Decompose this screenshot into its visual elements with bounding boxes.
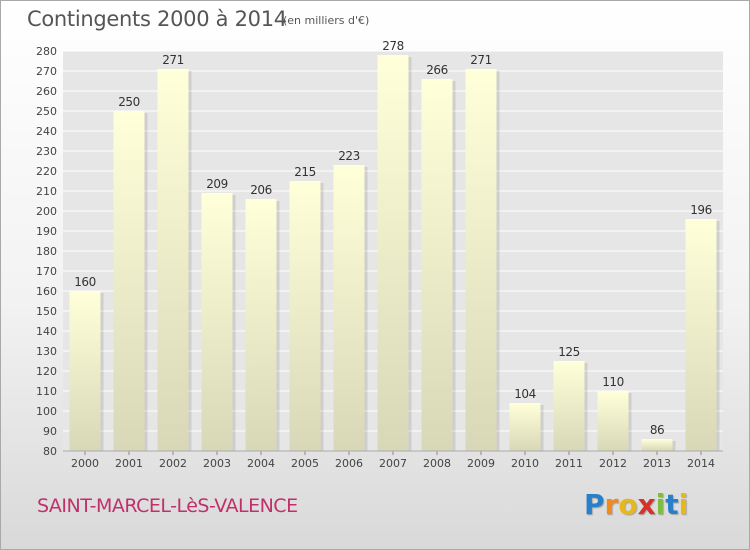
x-tick-label: 2008: [423, 457, 451, 470]
bar-2012: [597, 391, 629, 451]
y-tick-label: 200: [36, 205, 57, 218]
bar-2007: [377, 55, 409, 451]
bar-value-label: 278: [382, 39, 403, 53]
y-tick-label: 150: [36, 305, 57, 318]
bar-2010: [509, 403, 541, 451]
chart-unit-label: (en milliers d'€): [283, 14, 370, 27]
y-tick-label: 240: [36, 125, 57, 138]
y-tick-label: 190: [36, 225, 57, 238]
bar-value-label: 110: [602, 375, 623, 389]
x-tick-label: 2014: [687, 457, 715, 470]
x-tick-label: 2000: [71, 457, 99, 470]
y-axis-ticks: 80 90 100 110 120 130 140 150 160 170 180 190 200 210…: [36, 45, 57, 458]
bar-2000: [69, 291, 101, 451]
bars: [69, 55, 720, 451]
bar-value-label: 271: [162, 53, 183, 67]
bar-value-label: 223: [338, 149, 359, 163]
bar-value-label: 104: [514, 387, 535, 401]
x-tick-label: 2006: [335, 457, 363, 470]
x-tick-label: 2009: [467, 457, 495, 470]
y-tick-label: 120: [36, 365, 57, 378]
y-tick-label: 220: [36, 165, 57, 178]
y-tick-label: 90: [43, 425, 57, 438]
bar-2014: [685, 219, 717, 451]
bar-value-label: 160: [74, 275, 95, 289]
y-tick-label: 130: [36, 345, 57, 358]
bar-2009: [465, 69, 497, 451]
bar-value-label: 86: [650, 423, 664, 437]
y-tick-label: 100: [36, 405, 57, 418]
x-tick-label: 2004: [247, 457, 275, 470]
bar-value-label: 271: [470, 53, 491, 67]
x-tick-label: 2011: [555, 457, 583, 470]
bar-2005: [289, 181, 321, 451]
bar-value-label: 196: [690, 203, 711, 217]
y-tick-label: 210: [36, 185, 57, 198]
y-tick-label: 170: [36, 265, 57, 278]
x-tick-label: 2005: [291, 457, 319, 470]
y-tick-label: 110: [36, 385, 57, 398]
bar-value-label: 206: [250, 183, 271, 197]
bar-2006: [333, 165, 365, 451]
x-tick-label: 2010: [511, 457, 539, 470]
logo-letter: r: [604, 488, 619, 521]
logo-letter: o: [618, 488, 638, 521]
bar-2002: [157, 69, 189, 451]
y-tick-label: 230: [36, 145, 57, 158]
x-tick-label: 2012: [599, 457, 627, 470]
x-tick-label: 2001: [115, 457, 143, 470]
proxiti-logo: Proxiti: [584, 488, 688, 521]
bar-value-label: 125: [558, 345, 579, 359]
bar-2011: [553, 361, 585, 451]
y-tick-label: 140: [36, 325, 57, 338]
bar-value-label: 266: [426, 63, 447, 77]
y-tick-label: 270: [36, 65, 57, 78]
y-tick-label: 280: [36, 45, 57, 58]
bar-2008: [421, 79, 453, 451]
data-labels: 160 250 271 209 206 215 223 278 266 271 104 125 110 8…: [74, 39, 712, 437]
logo-letter: x: [637, 488, 656, 521]
x-axis-ticks: 2000 2001 2002 2003 2004 2005 2006 2007 2008 2009…: [63, 450, 723, 470]
y-tick-label: 180: [36, 245, 57, 258]
commune-name: SAINT-MARCEL-LèS-VALENCE: [37, 495, 298, 517]
y-tick-label: 80: [43, 445, 57, 458]
logo-letter: P: [584, 488, 605, 521]
chart-title: Contingents 2000 à 2014: [27, 7, 287, 31]
bar-2013: [641, 439, 673, 451]
logo-letter: i: [655, 488, 666, 521]
bar-value-label: 250: [118, 95, 139, 109]
bar-value-label: 215: [294, 165, 315, 179]
logo-letter: t: [665, 488, 679, 521]
y-tick-label: 160: [36, 285, 57, 298]
bar-2003: [201, 193, 233, 451]
bar-value-label: 209: [206, 177, 227, 191]
x-tick-label: 2007: [379, 457, 407, 470]
x-tick-label: 2003: [203, 457, 231, 470]
bar-2004: [245, 199, 277, 451]
x-tick-label: 2013: [643, 457, 671, 470]
bar-2001: [113, 111, 145, 451]
x-tick-label: 2002: [159, 457, 187, 470]
logo-letter: i: [678, 488, 689, 521]
y-tick-label: 260: [36, 85, 57, 98]
y-tick-label: 250: [36, 105, 57, 118]
